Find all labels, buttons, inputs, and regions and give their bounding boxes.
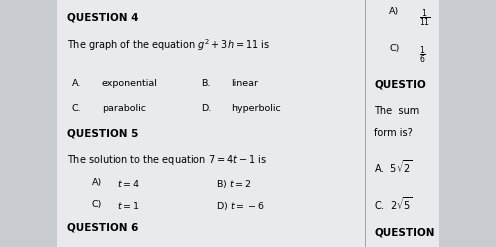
Text: QUESTION 5: QUESTION 5 [67,128,138,138]
Text: $\frac{1}{6}$: $\frac{1}{6}$ [419,44,426,66]
Text: D) $t=-6$: D) $t=-6$ [216,200,264,212]
Text: exponential: exponential [102,79,158,88]
Text: QUESTIO: QUESTIO [374,79,426,89]
Text: hyperbolic: hyperbolic [231,104,280,113]
Text: linear: linear [231,79,257,88]
Bar [57,0,439,247]
Text: QUESTION: QUESTION [374,227,435,237]
Text: C.  $2\sqrt{5}$: C. $2\sqrt{5}$ [374,195,413,212]
Text: parabolic: parabolic [102,104,146,113]
Text: B) $t=2$: B) $t=2$ [216,178,251,190]
Text: $t=1$: $t=1$ [117,200,139,211]
Text: A.: A. [72,79,81,88]
Text: The  sum: The sum [374,106,420,116]
Text: C): C) [92,200,102,209]
Text: A): A) [389,7,400,16]
Text: $t=4$: $t=4$ [117,178,139,189]
Text: The solution to the equation $7=4t-1$ is: The solution to the equation $7=4t-1$ is [67,153,267,167]
Text: B.: B. [201,79,210,88]
Text: A.  $5\sqrt{2}$: A. $5\sqrt{2}$ [374,158,413,175]
Text: A): A) [92,178,102,187]
Text: When $m=7$ $and$ $n=4$ are substituted into: When $m=7$ $and$ $n=4$ are substituted i… [67,245,275,247]
Text: QUESTION 4: QUESTION 4 [67,12,138,22]
Text: form is?: form is? [374,128,413,138]
Text: C): C) [389,44,400,53]
Text: QUESTION 6: QUESTION 6 [67,222,138,232]
Text: The graph of the equation $g^2+3h=11$ is: The graph of the equation $g^2+3h=11$ is [67,37,270,53]
Text: $\frac{1}{11}$: $\frac{1}{11}$ [419,7,431,29]
Text: D.: D. [201,104,211,113]
Text: C.: C. [72,104,81,113]
